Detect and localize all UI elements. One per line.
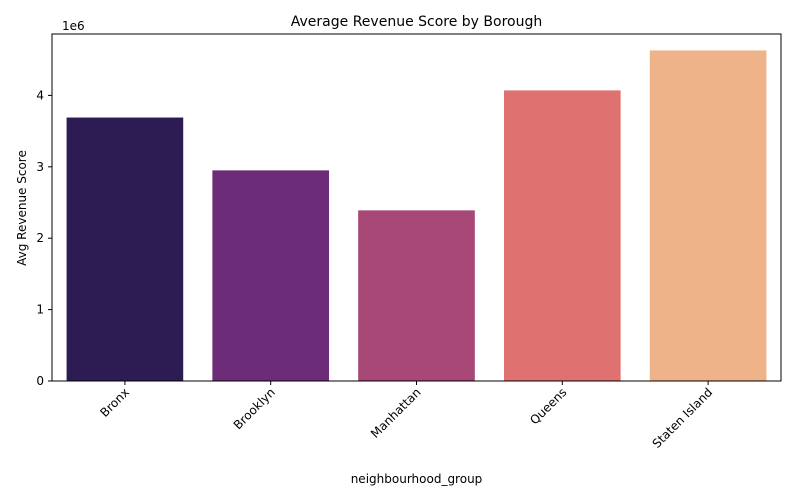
- chart-title: Average Revenue Score by Borough: [291, 14, 542, 30]
- x-tick-label: Manhattan: [368, 385, 424, 441]
- x-tick-label: Queens: [527, 385, 569, 427]
- y-tick-label: 1: [36, 303, 44, 317]
- y-tick-label: 2: [36, 231, 44, 245]
- bars-layer: [66, 50, 767, 382]
- y-tick-label: 0: [36, 374, 44, 388]
- bar-manhattan: [358, 210, 475, 381]
- x-tick-label: Brooklyn: [231, 385, 278, 432]
- bar-staten-island: [649, 50, 767, 381]
- y-axis-label: Avg Revenue Score: [15, 150, 29, 266]
- y-offset-label: 1e6: [62, 19, 85, 33]
- y-axis: 0 1 2 3 4: [36, 88, 52, 388]
- y-tick-label: 3: [36, 160, 44, 174]
- bar-bronx: [66, 117, 184, 381]
- y-tick-label: 4: [36, 88, 44, 102]
- bar-queens: [503, 90, 621, 382]
- x-tick-label: Bronx: [97, 385, 132, 420]
- x-tick-label: Staten Island: [650, 385, 716, 451]
- bar-brooklyn: [212, 170, 330, 381]
- plot-frame: [51, 33, 782, 382]
- x-axis-label: neighbourhood_group: [351, 472, 483, 486]
- x-axis: Bronx Brooklyn Manhattan Queens Staten Islan…: [97, 381, 715, 451]
